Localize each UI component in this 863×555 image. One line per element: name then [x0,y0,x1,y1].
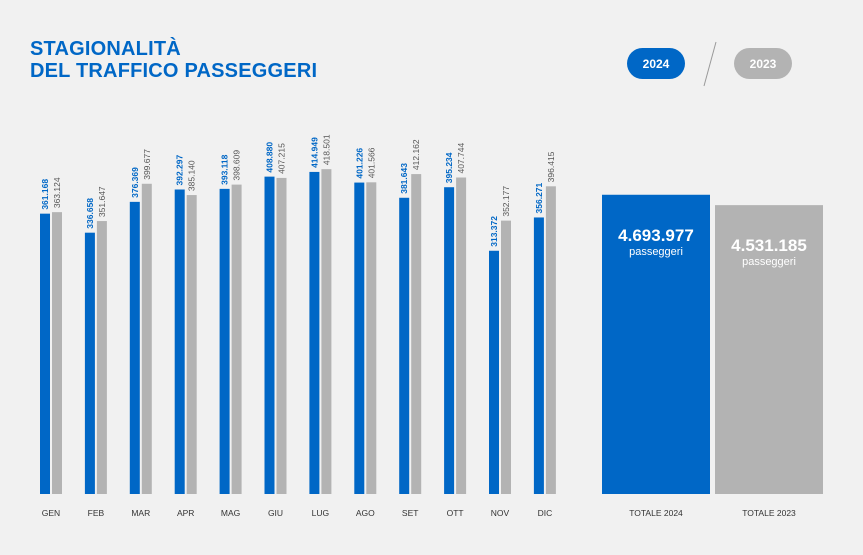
bar-2023-mag [231,184,242,494]
bar-2024-ago [354,182,365,494]
bar-2024-mar [129,201,140,494]
data-label-2024-gen: 361.168 [40,179,50,210]
data-label-2024-dic: 356.271 [534,182,544,213]
bar-2023-ott [456,177,467,494]
x-tick-apr: APR [177,508,194,518]
total-bar-totale-2023 [715,205,823,494]
chart-title: STAGIONALITÀ DEL TRAFFICO PASSEGGERI [30,38,317,82]
bar-2024-feb [84,232,95,494]
legend-pill-2024: 2024 [627,48,685,79]
data-label-2024-nov: 313.372 [489,216,499,247]
legend-label-2023: 2023 [749,56,777,71]
bar-2024-dic [533,217,544,495]
data-label-2023-apr: 385.140 [187,160,197,191]
total-tick-totale-2023: TOTALE 2023 [742,508,796,518]
bar-2024-set [399,197,410,494]
bar-2024-nov [489,250,499,494]
data-label-2023-set: 412.162 [411,139,421,170]
bar-2024-gen [40,213,50,494]
bar-2023-apr [186,195,197,495]
data-label-2024-giu: 408.880 [265,142,275,173]
bar-2024-ott [444,187,455,494]
data-label-2024-mar: 376.369 [130,167,140,198]
legend-pill-2023: 2023 [734,48,792,79]
bar-2024-mag [219,188,230,495]
bar-2023-giu [276,177,287,495]
data-label-2024-set: 381.643 [399,163,409,194]
x-tick-feb: FEB [88,508,105,518]
data-label-2023-lug: 418.501 [321,134,331,165]
bar-2023-lug [321,169,332,494]
data-label-2024-ott: 395.234 [444,152,454,183]
x-tick-mag: MAG [221,508,240,518]
data-label-2023-nov: 352.177 [501,186,511,217]
data-label-2024-ago: 401.226 [354,148,364,179]
x-tick-nov: NOV [491,508,510,518]
total-bar-totale-2024 [602,194,710,494]
data-label-2024-lug: 414.949 [309,137,319,168]
bar-2023-set [411,174,422,494]
x-tick-mar: MAR [131,508,150,518]
total-value-totale-2024: 4.693.977 [618,226,694,245]
data-label-2023-gen: 363.124 [52,177,62,208]
total-unit-totale-2023: passeggeri [742,256,796,268]
x-tick-giu: GIU [268,508,283,518]
total-tick-totale-2024: TOTALE 2024 [629,508,683,518]
chart-title-line2: DEL TRAFFICO PASSEGGERI [30,60,318,82]
bar-2023-dic [545,186,556,494]
chart-title-line1: STAGIONALITÀ [30,38,181,60]
bar-2024-giu [264,176,275,495]
legend-divider [703,41,717,87]
legend-label-2024: 2024 [642,56,670,71]
data-label-2023-ott: 407.744 [456,143,466,174]
x-tick-dic: DIC [538,508,553,518]
bar-2023-gen [52,212,62,494]
data-label-2023-dic: 396.415 [546,151,556,182]
data-label-2023-mag: 398.609 [232,150,242,181]
x-tick-lug: LUG [312,508,329,518]
data-label-2023-feb: 351.647 [97,186,107,217]
data-label-2023-giu: 407.215 [277,143,287,174]
x-tick-set: SET [402,508,419,518]
x-tick-gen: GEN [42,508,60,518]
x-tick-ago: AGO [356,508,375,518]
data-label-2023-mar: 399.677 [142,149,152,180]
x-tick-ott: OTT [447,508,464,518]
total-unit-totale-2024: passeggeri [629,246,683,258]
bar-2023-feb [96,221,107,495]
bar-2023-ago [366,182,377,494]
bar-2023-mar [141,183,152,494]
bar-2023-nov [501,220,511,495]
bar-2024-lug [309,171,320,494]
data-label-2023-ago: 401.566 [366,147,376,178]
data-label-2024-apr: 392.297 [175,155,185,186]
data-label-2024-mag: 393.118 [220,154,230,185]
total-value-totale-2023: 4.531.185 [731,236,807,255]
data-label-2024-feb: 336.658 [85,198,95,229]
bar-2024-apr [174,189,185,494]
